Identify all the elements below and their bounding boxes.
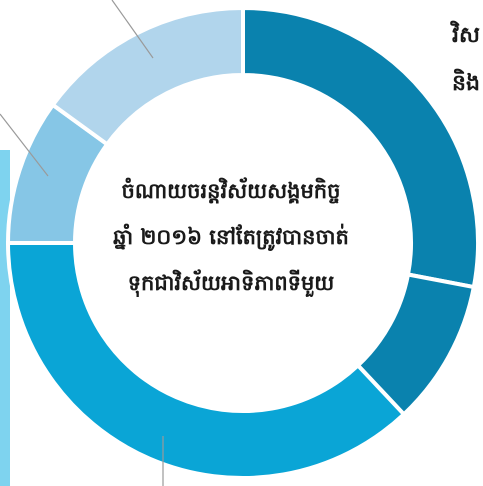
- center-label: ចំណាយចរន្តវិស័យសង្គមកិច្ច ឆ្នាំ ២០១៦ នៅត…: [66, 168, 396, 306]
- side-text-line-2: និង: [452, 71, 480, 96]
- leader-line: [0, 113, 49, 177]
- leader-line: [111, 0, 154, 59]
- donut-segment-5: [50, 5, 245, 148]
- donut-segment-3: [5, 241, 407, 480]
- leader-lines: [0, 0, 164, 486]
- donut-segments: [5, 5, 480, 480]
- center-line-3: ទុកជាវិស័យអាទិភាពទីមួយ: [127, 271, 335, 295]
- side-text-line-1: វិស: [452, 23, 480, 48]
- center-line-1: ចំណាយចរន្តវិស័យសង្គមកិច្ច: [121, 179, 341, 203]
- donut-segment-1: [241, 5, 480, 290]
- left-accent-bar: [0, 150, 10, 486]
- center-line-2: ឆ្នាំ ២០១៦ នៅតែត្រូវបានចាត់: [113, 225, 349, 249]
- side-text: វិស និង: [452, 12, 483, 108]
